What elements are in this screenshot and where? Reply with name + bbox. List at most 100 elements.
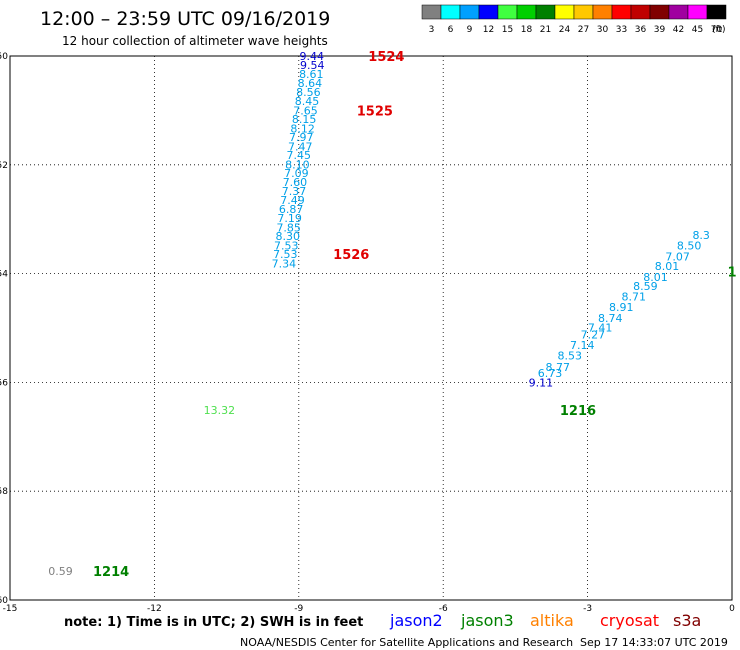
swh-value-label: 7.65 [293,104,318,117]
swh-value-label: 8.3 [692,229,710,242]
swh-value-label: 0.59 [48,565,73,578]
swh-value-label: 7.34 [272,257,297,270]
swh-color-legend: 3 6 9 12 15 18 21 24 27 30 33 36 39 42 45 70 [421,4,727,35]
swh-value-label: 7.47 [288,140,313,153]
satellite-name-altika: altika [530,611,574,630]
swh-value-label: 8.74 [598,312,623,325]
swh-value-label: 7.85 [276,221,301,234]
swh-value-label: 8.53 [558,350,583,363]
plot-frame [9,55,733,601]
legend-swatch [687,4,708,20]
x-tick-label: -15 [3,604,18,614]
swh-value-label: 6.87 [279,203,304,216]
y-tick-label: -54 [0,270,8,280]
swh-value-label: 7.53 [273,248,298,261]
swh-value-label: 7.53 [274,239,299,252]
swh-data-points: 9.449.548.618.648.568.457.658.158.127.97… [48,50,710,578]
footer-credit: NOAA/NESDIS Center for Satellite Applica… [240,636,573,649]
legend-bin-label: 21 [540,25,551,35]
swh-value-label: 7.60 [283,176,308,189]
legend-bin-label: 6 [448,25,454,35]
swh-value-label: 8.64 [298,77,323,90]
legend-swatch [573,4,594,20]
legend-bin-label: 27 [578,25,589,35]
satellite-name-cryosat: cryosat [600,611,659,630]
chart-subtitle: 12 hour collection of altimeter wave hei… [62,34,328,48]
legend-bin-label: 39 [654,25,666,35]
legend-bin-label: 70 [711,25,723,35]
pass-time-label: 1216 [560,404,596,419]
swh-value-label: 8.71 [622,290,647,303]
pass-time-label: 1 [727,265,736,280]
legend-swatch [497,4,518,20]
footer-timestamp: Sep 17 14:33:07 UTC 2019 [580,636,728,649]
legend-swatch [668,4,689,20]
pass-time-label: 1526 [333,248,369,263]
y-tick-label: -50 [0,52,8,62]
swh-value-label: 9.44 [300,50,325,63]
legend-bin-label: 45 [692,25,703,35]
pass-time-label: 1214 [93,565,129,580]
legend-bin-label: 18 [521,25,533,35]
swh-value-label: 8.01 [655,260,680,273]
legend-unit-label: (ft) [712,25,726,35]
swh-value-label: 7.27 [581,329,606,342]
legend-swatch [478,4,499,20]
legend-swatch [611,4,632,20]
satellite-name-s3a: s3a [673,611,701,630]
swh-value-label: 6.73 [538,367,563,380]
x-tick-label: -9 [294,604,303,614]
legend-swatch [516,4,537,20]
swh-value-label: 7.14 [570,339,595,352]
swh-value-label: 7.37 [282,185,307,198]
legend-bin-label: 12 [483,25,494,35]
legend-swatch [459,4,480,20]
footer-note: note: 1) Time is in UTC; 2) SWH is in fe… [64,615,363,630]
swh-value-label: 7.49 [280,194,305,207]
swh-value-label: 8.50 [677,239,702,252]
swh-value-label: 8.77 [546,361,571,374]
swh-value-label: 7.19 [277,212,302,225]
legend-swatch [706,4,727,20]
swh-value-label: 8.10 [285,158,310,171]
x-tick-label: -3 [583,604,592,614]
x-tick-label: -6 [439,604,448,614]
swh-value-label: 8.45 [295,95,320,108]
legend-swatch [649,4,670,20]
swh-value-label: 13.32 [204,404,236,417]
swh-value-label: 7.09 [284,167,309,180]
satellite-legend: jason2 jason3 altika cryosat s3a [389,611,701,630]
plot-grid [10,56,732,600]
legend-bin-label: 24 [559,25,571,35]
x-tick-label: 0 [729,604,735,614]
y-tick-label: -52 [0,161,8,171]
y-tick-label: -56 [0,378,8,388]
legend-swatch [554,4,575,20]
legend-bin-label: 36 [635,25,647,35]
legend-bin-label: 42 [673,25,684,35]
swh-value-label: 9.54 [300,59,325,72]
swh-value-label: 8.56 [296,86,321,99]
legend-swatch [630,4,651,20]
legend-bin-label: 33 [616,25,627,35]
swh-value-label: 8.91 [609,301,634,314]
y-tick-label: -58 [0,487,8,497]
swh-value-label: 7.97 [289,131,314,144]
swh-value-label: 8.01 [643,271,668,284]
swh-value-label: 7.07 [665,251,690,264]
y-tick-label: -60 [0,596,8,606]
swh-value-label: 8.61 [299,68,324,81]
chart-title: 12:00 – 23:59 UTC 09/16/2019 [40,8,330,30]
swh-value-label: 7.41 [588,321,613,334]
swh-value-label: 7.45 [287,149,312,162]
legend-bin-label: 30 [597,25,609,35]
pass-time-label: 1525 [357,104,393,119]
pass-time-label: 1524 [368,50,404,65]
swh-value-label: 9.11 [529,376,554,389]
swh-value-label: 8.30 [275,230,300,243]
legend-swatch [440,4,461,20]
legend-bin-label: 15 [502,25,513,35]
swh-value-label: 8.59 [633,280,658,293]
legend-bin-label: 9 [467,25,473,35]
